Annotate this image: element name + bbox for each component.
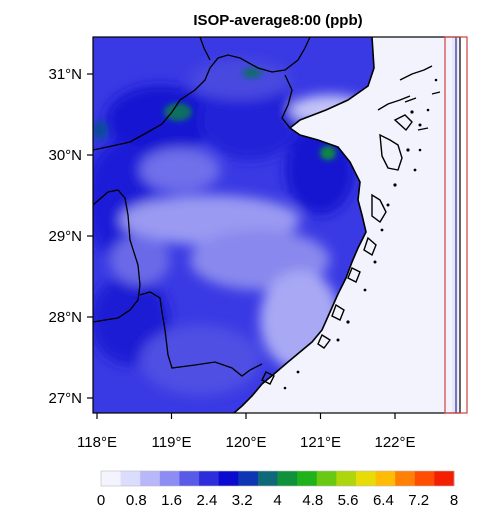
- colorbar-label: 6.4: [373, 492, 394, 509]
- longitude-axis: 118°E 119°E 120°E 121°E 122°E: [77, 413, 416, 451]
- lon-tick-label: 122°E: [374, 434, 415, 451]
- colorbar-segment: [336, 471, 357, 486]
- colorbar-label: 8: [450, 492, 458, 509]
- lon-tick-label: 120°E: [225, 434, 266, 451]
- coastal-islands: [261, 65, 441, 385]
- colorbar-segment: [414, 471, 435, 486]
- colorbar-label: 4: [273, 492, 281, 509]
- colorbar: [100, 470, 455, 487]
- colorbar-segment: [179, 471, 200, 486]
- lon-tick-label: 119°E: [152, 434, 192, 451]
- colorbar-label: 1.6: [161, 492, 182, 509]
- colorbar-segment: [120, 471, 141, 486]
- colorbar-label: 0: [97, 492, 105, 509]
- lat-tick-label: 29°N: [48, 228, 82, 245]
- colorbar-label: 3.2: [232, 492, 253, 509]
- map-title: ISOP-average8:00 (ppb): [193, 12, 362, 29]
- lat-tick-label: 30°N: [48, 147, 82, 164]
- colorbar-label: 2.4: [196, 492, 217, 509]
- small-islets: [283, 78, 438, 390]
- colorbar-label: 7.2: [408, 492, 429, 509]
- coastline: [233, 37, 375, 413]
- colorbar-segment: [297, 471, 318, 486]
- colorbar-segment: [257, 471, 278, 486]
- plot-frame: [92, 36, 461, 414]
- lon-tick-label: 118°E: [77, 434, 117, 451]
- colorbar-frame: [100, 470, 455, 487]
- lon-tick-label: 121°E: [300, 434, 341, 451]
- colorbar-labels: 0 0.8 1.6 2.4 3.2 4 4.8 5.6 6.4 7.2 8: [97, 492, 458, 509]
- colorbar-label: 5.6: [338, 492, 359, 509]
- colorbar-segment: [199, 471, 220, 486]
- colorbar-label: 0.8: [126, 492, 147, 509]
- latitude-axis: 31°N 30°N 29°N 28°N 27°N: [48, 66, 93, 407]
- colorbar-segment: [395, 471, 416, 486]
- colorbar-segment: [218, 471, 239, 486]
- colorbar-segment: [238, 471, 259, 486]
- colorbar-segment: [434, 471, 455, 486]
- colorbar-segment: [101, 471, 122, 486]
- highlight-box: [444, 36, 468, 414]
- map-plot-area: [93, 37, 460, 413]
- colorbar-segment: [277, 471, 298, 486]
- colorbar-segment: [355, 471, 376, 486]
- colorbar-label: 4.8: [302, 492, 323, 509]
- colorbar-segment: [316, 471, 337, 486]
- lat-tick-label: 27°N: [48, 390, 82, 407]
- lat-tick-label: 31°N: [48, 66, 82, 83]
- colorbar-segment: [375, 471, 396, 486]
- domain-edge-strip: [452, 37, 458, 413]
- colorbar-segment: [159, 471, 180, 486]
- lat-tick-label: 28°N: [48, 309, 82, 326]
- provincial-boundaries: [93, 37, 311, 377]
- colorbar-segment: [140, 471, 161, 486]
